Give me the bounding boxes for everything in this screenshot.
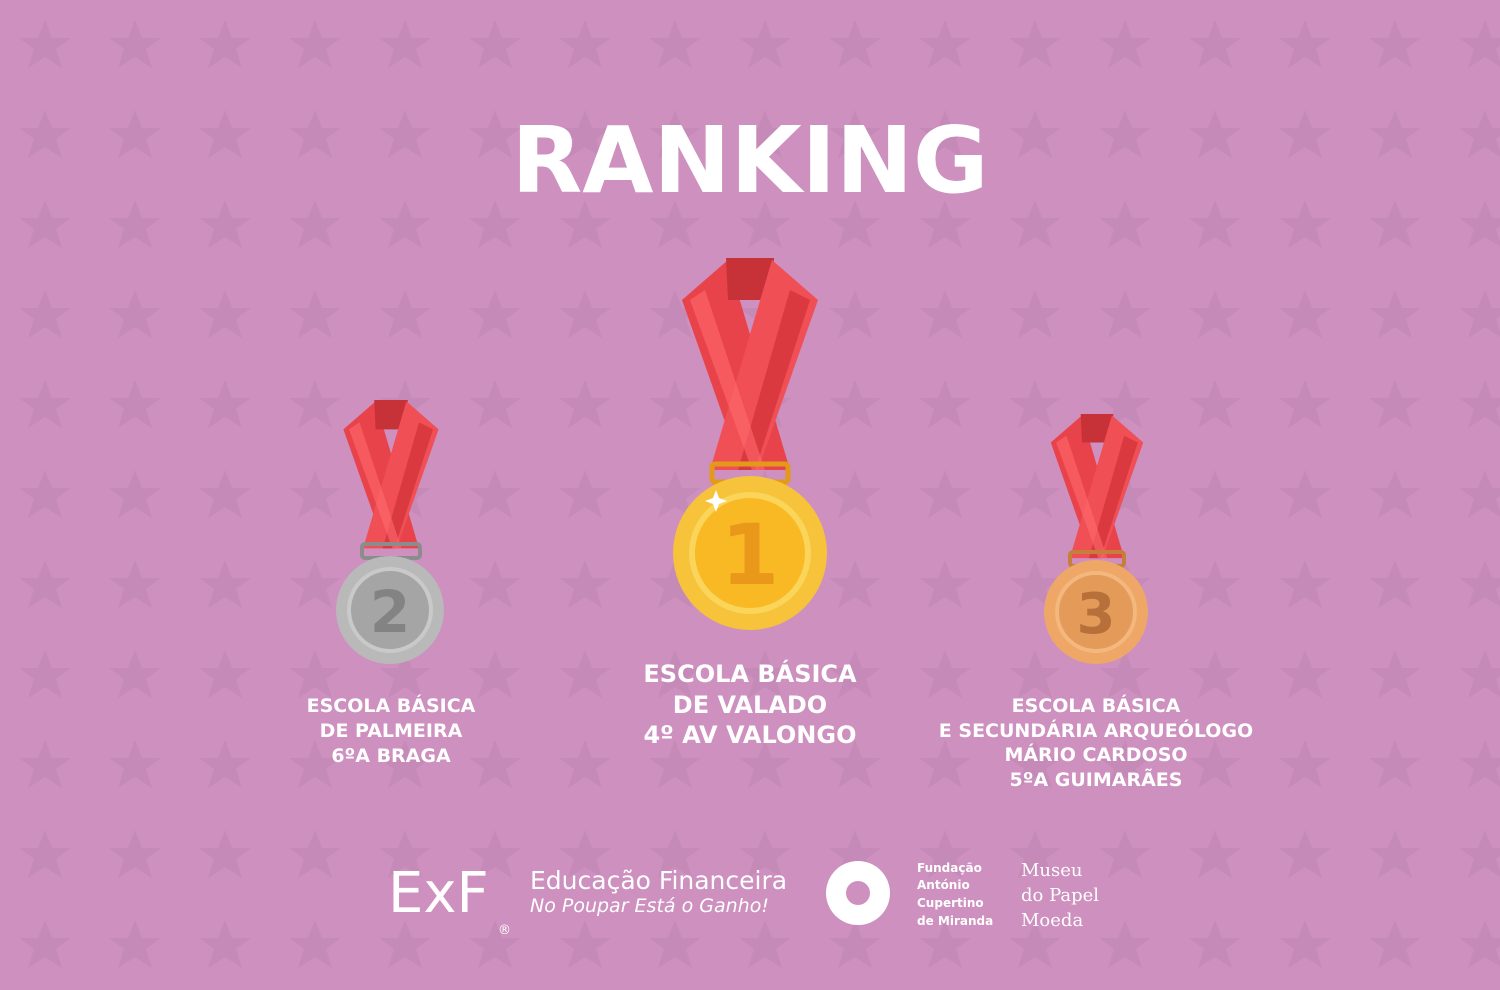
- fundacao-line: Cupertino: [917, 896, 984, 910]
- school-line: ESCOLA BÁSICA: [307, 694, 476, 717]
- exf-name: Educação Financeira: [530, 866, 787, 895]
- bronze-medal: 3: [1044, 414, 1148, 664]
- medal-number: 3: [1077, 582, 1116, 647]
- museu-line: Moeda: [1021, 910, 1083, 931]
- museu-line: Museu: [1021, 860, 1083, 881]
- school-line: 4º AV VALONGO: [643, 721, 856, 749]
- silver-medal: 2: [336, 400, 444, 664]
- fundacao-line: António: [917, 878, 970, 892]
- school-line: DE PALMEIRA: [320, 720, 463, 742]
- school-2: ESCOLA BÁSICA DE PALMEIRA 6ºA BRAGA: [307, 694, 476, 767]
- registered: ®: [498, 923, 511, 938]
- school-line: 5ºA GUIMARÃES: [1010, 767, 1183, 791]
- fundacao-line: de Miranda: [917, 914, 993, 928]
- museu-logo: Museu do Papel Moeda: [1021, 860, 1099, 931]
- school-3: ESCOLA BÁSICA E SECUNDÁRIA ARQUEÓLOGO MÁ…: [939, 694, 1253, 791]
- school-line: DE VALADO: [673, 691, 827, 719]
- school-line: MÁRIO CARDOSO: [1004, 743, 1187, 766]
- school-line: ESCOLA BÁSICA: [643, 659, 857, 688]
- medal-number: 2: [370, 578, 410, 646]
- gold-medal: 1: [673, 258, 827, 630]
- medal-number: 1: [721, 506, 779, 604]
- school-line: 6ºA BRAGA: [331, 745, 451, 767]
- fundacao-line: Fundação: [917, 861, 982, 875]
- school-1: ESCOLA BÁSICA DE VALADO 4º AV VALONGO: [643, 659, 857, 749]
- exf-slogan: No Poupar Está o Ganho!: [530, 895, 769, 917]
- exf-mark: ExF: [388, 861, 489, 926]
- title: RANKING: [511, 107, 988, 214]
- school-line: ESCOLA BÁSICA: [1012, 694, 1181, 717]
- school-line: E SECUNDÁRIA ARQUEÓLOGO: [939, 718, 1253, 742]
- museu-line: do Papel: [1021, 885, 1099, 906]
- exf-logo: ExF ® Educação Financeira No Poupar Está…: [388, 861, 787, 938]
- fundacao-logo: Fundação António Cupertino de Miranda: [826, 861, 993, 928]
